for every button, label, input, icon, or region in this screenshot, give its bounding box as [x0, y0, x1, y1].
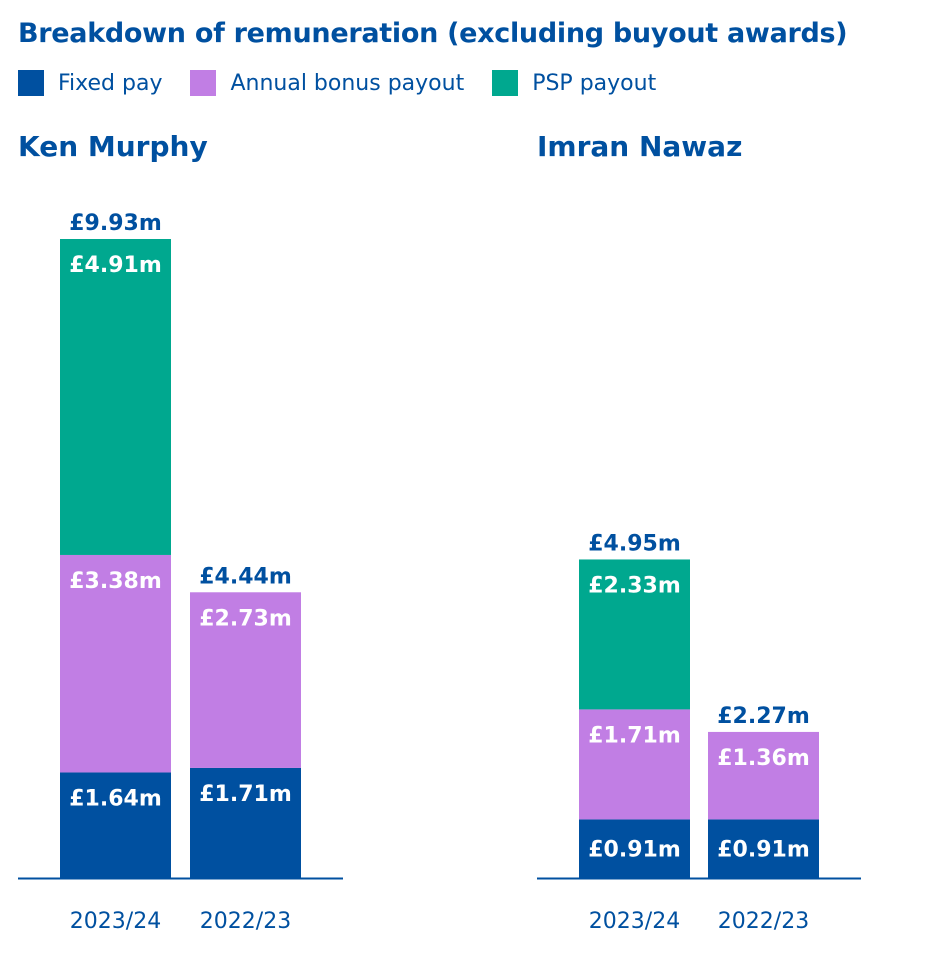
- x-tick-label: 2023/24: [589, 909, 680, 934]
- segment-label: £1.64m: [69, 786, 162, 811]
- legend: Fixed pay Annual bonus payout PSP payout: [18, 70, 656, 96]
- bar-segment-psp-payout: [579, 559, 690, 710]
- panel-title-ken-murphy: Ken Murphy: [18, 130, 208, 163]
- legend-swatch: [190, 70, 217, 96]
- legend-label: Annual bonus payout: [230, 70, 465, 96]
- legend-label: Fixed pay: [58, 70, 163, 96]
- bar-segment-fixed-pay: [60, 772, 171, 878]
- segment-label: £2.33m: [588, 573, 681, 598]
- x-tick-label: 2023/24: [70, 909, 161, 934]
- bar-segment-annual-bonus-payout: [60, 554, 171, 773]
- panel-title-imran-nawaz: Imran Nawaz: [537, 130, 743, 163]
- total-label: £2.27m: [717, 704, 810, 729]
- segment-label: £1.36m: [717, 746, 810, 771]
- bar-segment-fixed-pay: [708, 819, 819, 878]
- legend-swatch: [492, 70, 519, 96]
- bar-segment-annual-bonus-payout: [190, 592, 301, 768]
- x-tick-label: 2022/23: [718, 909, 809, 934]
- total-label: £4.95m: [588, 531, 681, 556]
- segment-label: £1.71m: [199, 782, 292, 807]
- segment-label: £0.91m: [588, 838, 681, 863]
- bar-segment-fixed-pay: [190, 767, 301, 878]
- segment-label: £3.38m: [69, 569, 162, 594]
- x-tick-label: 2022/23: [200, 909, 291, 934]
- segment-label: £4.91m: [69, 253, 162, 278]
- bar-segment-annual-bonus-payout: [579, 709, 690, 820]
- chart-title: Breakdown of remuneration (excluding buy…: [18, 18, 848, 49]
- segment-label: £0.91m: [717, 838, 810, 863]
- legend-swatch: [18, 70, 44, 96]
- legend-label: PSP payout: [532, 70, 657, 96]
- total-label: £9.93m: [69, 211, 162, 236]
- bar-segment-psp-payout: [60, 239, 171, 555]
- total-label: £4.44m: [199, 564, 292, 589]
- segment-label: £1.71m: [588, 723, 681, 748]
- segment-label: £2.73m: [199, 606, 292, 631]
- bar-segment-fixed-pay: [579, 819, 690, 878]
- legend-item-annual-bonus: Annual bonus payout: [190, 70, 464, 96]
- legend-item-fixed-pay: Fixed pay: [18, 70, 162, 96]
- legend-item-psp: PSP payout: [492, 70, 656, 96]
- bar-segment-annual-bonus-payout: [708, 731, 819, 820]
